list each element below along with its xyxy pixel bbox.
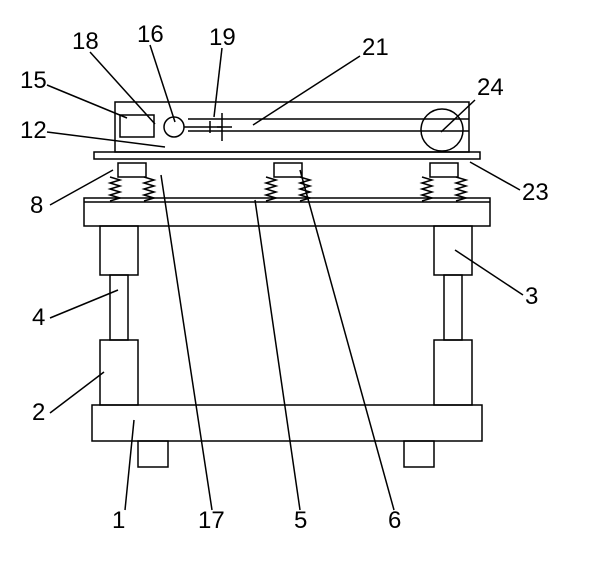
annotation-24: 24 bbox=[477, 74, 504, 101]
annotation-12: 12 bbox=[20, 117, 47, 144]
annotation-21: 21 bbox=[362, 34, 389, 61]
annotation-8: 8 bbox=[30, 192, 43, 219]
annotation-5: 5 bbox=[294, 507, 307, 534]
annotation-1: 1 bbox=[112, 507, 125, 534]
annotation-3: 3 bbox=[525, 283, 538, 310]
annotation-16: 16 bbox=[137, 21, 164, 48]
annotation-17: 17 bbox=[198, 507, 225, 534]
annotation-18: 18 bbox=[72, 28, 99, 55]
annotation-6: 6 bbox=[388, 507, 401, 534]
annotation-23: 23 bbox=[522, 179, 549, 206]
annotation-19: 19 bbox=[209, 24, 236, 51]
technical-diagram: 1816192124151223834211756 bbox=[0, 0, 600, 567]
annotation-2: 2 bbox=[32, 399, 45, 426]
annotation-15: 15 bbox=[20, 67, 47, 94]
annotation-4: 4 bbox=[32, 304, 45, 331]
